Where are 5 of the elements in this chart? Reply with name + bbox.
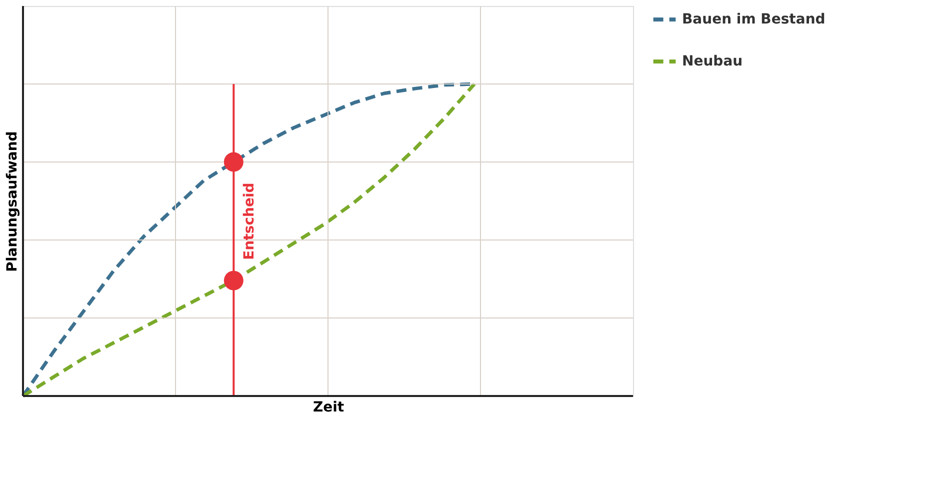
y-axis-title: Planungsaufwand (4, 131, 20, 272)
legend-label: Bauen im Bestand (682, 12, 826, 28)
x-axis-title: Zeit (312, 400, 344, 416)
annotation: Entscheid (242, 182, 258, 260)
legend-label: Neubau (682, 54, 743, 70)
